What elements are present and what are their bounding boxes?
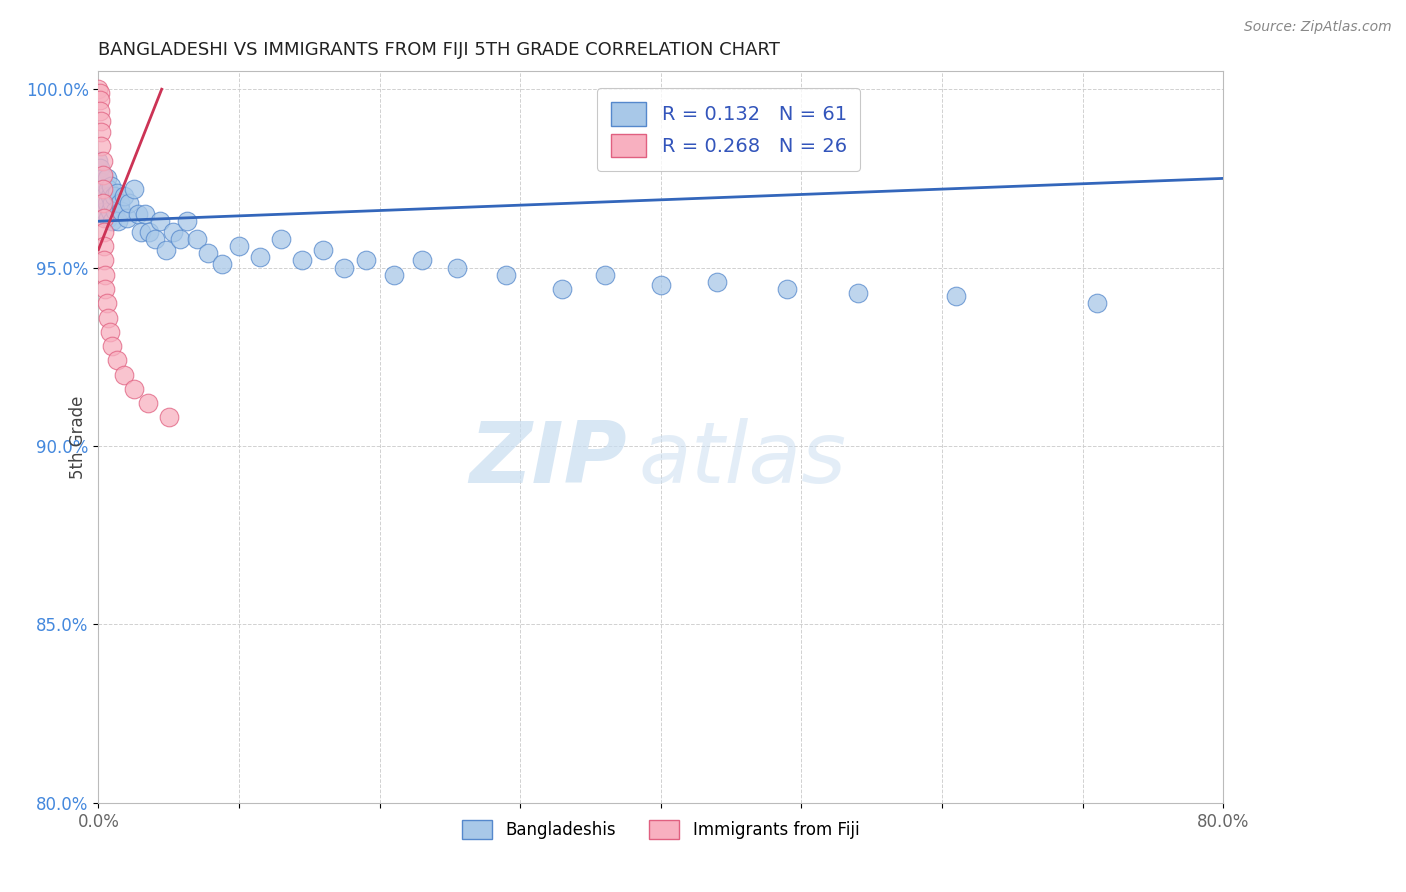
Point <box>96 171 118 186</box>
Point <box>89 86 111 100</box>
Point <box>98 325 121 339</box>
Point <box>176 214 198 228</box>
Point <box>97 211 120 225</box>
Point <box>107 214 129 228</box>
Point <box>249 250 271 264</box>
Point <box>162 225 184 239</box>
Text: ZIP: ZIP <box>470 417 627 500</box>
Point <box>103 189 125 203</box>
Point <box>98 203 121 218</box>
Point <box>411 253 433 268</box>
Point <box>91 168 114 182</box>
Point <box>96 296 118 310</box>
Point <box>118 196 141 211</box>
Point <box>93 211 115 225</box>
Point <box>127 207 149 221</box>
Point <box>312 243 335 257</box>
Point <box>1085 296 1108 310</box>
Point <box>136 396 159 410</box>
Point <box>270 232 292 246</box>
Y-axis label: 5th Grade: 5th Grade <box>69 395 87 479</box>
Point <box>96 196 118 211</box>
Point <box>157 410 180 425</box>
Point <box>138 225 160 239</box>
Point <box>186 232 208 246</box>
Text: BANGLADESHI VS IMMIGRANTS FROM FIJI 5TH GRADE CORRELATION CHART: BANGLADESHI VS IMMIGRANTS FROM FIJI 5TH … <box>98 41 780 59</box>
Point <box>291 253 314 268</box>
Point <box>155 243 177 257</box>
Point <box>101 214 124 228</box>
Point <box>87 153 110 168</box>
Point <box>91 196 114 211</box>
Point <box>93 239 115 253</box>
Point <box>650 278 672 293</box>
Point <box>87 82 110 96</box>
Point <box>89 93 111 107</box>
Point <box>112 368 135 382</box>
Point <box>97 310 120 325</box>
Point <box>104 203 127 218</box>
Point <box>94 268 117 282</box>
Point <box>100 178 122 193</box>
Point <box>98 189 121 203</box>
Point <box>122 182 145 196</box>
Point <box>90 139 112 153</box>
Point <box>446 260 468 275</box>
Point <box>94 203 117 218</box>
Point <box>91 171 114 186</box>
Point <box>93 182 115 196</box>
Point <box>90 125 112 139</box>
Point <box>101 339 124 353</box>
Point <box>90 114 112 128</box>
Point <box>90 189 112 203</box>
Point <box>149 214 172 228</box>
Point <box>93 207 115 221</box>
Point <box>112 189 135 203</box>
Point <box>122 382 145 396</box>
Point <box>551 282 574 296</box>
Point <box>354 253 377 268</box>
Point <box>129 225 152 239</box>
Point <box>89 103 111 118</box>
Point <box>108 196 131 211</box>
Point <box>110 203 132 218</box>
Point <box>143 232 166 246</box>
Point <box>90 175 112 189</box>
Point <box>846 285 869 300</box>
Point <box>945 289 967 303</box>
Text: Source: ZipAtlas.com: Source: ZipAtlas.com <box>1244 20 1392 34</box>
Point <box>495 268 517 282</box>
Point <box>97 182 120 196</box>
Point <box>333 260 356 275</box>
Point <box>169 232 191 246</box>
Point <box>91 182 114 196</box>
Point <box>91 196 114 211</box>
Point <box>89 161 111 175</box>
Point <box>101 196 124 211</box>
Point <box>91 153 114 168</box>
Point <box>93 225 115 239</box>
Point <box>776 282 799 296</box>
Point <box>211 257 233 271</box>
Point <box>228 239 250 253</box>
Point <box>593 268 616 282</box>
Point <box>93 253 115 268</box>
Text: atlas: atlas <box>638 417 846 500</box>
Point <box>94 282 117 296</box>
Point <box>134 207 156 221</box>
Point <box>115 211 138 225</box>
Point <box>105 186 128 200</box>
Point <box>105 353 128 368</box>
Point <box>382 268 405 282</box>
Legend: Bangladeshis, Immigrants from Fiji: Bangladeshis, Immigrants from Fiji <box>456 814 866 846</box>
Point <box>94 189 117 203</box>
Point <box>197 246 219 260</box>
Point <box>706 275 728 289</box>
